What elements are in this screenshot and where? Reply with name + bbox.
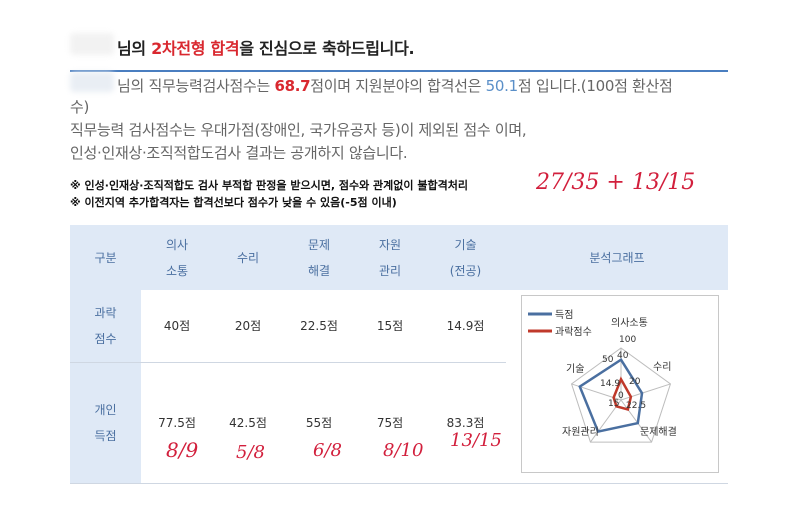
score-summary: 님의 직무능력검사점수는 68.7점이며 지원분야의 합격선은 50.1점 입니… xyxy=(117,75,673,96)
row-label: 개인 득점 xyxy=(70,362,141,484)
summary-text: 님의 직무능력검사점수는 xyxy=(117,77,275,95)
summary-text: 직무능력 검사점수는 우대가점(장애인, 국가유공자 등)이 제외된 점수 이며… xyxy=(70,121,527,139)
table-header: 의사 소통 xyxy=(141,225,213,290)
table-header: 자원 관리 xyxy=(355,225,425,290)
radar-value-label: 40 xyxy=(617,351,629,361)
radar-grid xyxy=(570,347,672,443)
table-cell: 15점 xyxy=(355,290,425,363)
radar-axis-label: 의사소통 xyxy=(611,317,648,329)
total-score: 68.7 xyxy=(274,77,311,95)
table-cell: 77.5점 xyxy=(141,362,213,484)
table-cell: 83.3점 xyxy=(425,362,506,484)
radar-axis-label: 기술 xyxy=(566,363,584,375)
legend-label: 득점 xyxy=(555,309,573,321)
table-cell: 75점 xyxy=(355,362,425,484)
note-item: ※ 인성·인재상·조직적합도 검사 부적합 판정을 받으시면, 점수와 관계없이… xyxy=(70,179,468,192)
table-cell: 20점 xyxy=(213,290,283,363)
radar-axis-label: 문제해결 xyxy=(640,425,677,438)
summary-text: 인성·인재상·조직적합도검사 결과는 공개하지 않습니다. xyxy=(70,144,408,162)
radar-value-label: 20 xyxy=(629,377,641,387)
radar-value-label: 0 xyxy=(618,391,624,401)
summary-text: 점 입니다.(100점 환산점 xyxy=(517,77,673,95)
legend-label: 과락점수 xyxy=(555,326,592,338)
table-header: 문제 해결 xyxy=(283,225,355,290)
table-cell: 40점 xyxy=(141,290,213,363)
cutoff-score: 50.1 xyxy=(485,77,519,95)
headline-highlight: 2차전형 합격 xyxy=(151,39,240,58)
handwritten-annotation: 27/35 + 13/15 xyxy=(536,170,696,195)
table-cell: 14.9점 xyxy=(425,290,506,363)
table-header: 기술 (전공) xyxy=(425,225,506,290)
headline-suffix: 을 진심으로 축하드립니다. xyxy=(239,39,415,58)
notes: ※ 인성·인재상·조직적합도 검사 부적합 판정을 받으시면, 점수와 관계없이… xyxy=(70,177,468,211)
redacted-name xyxy=(70,33,114,55)
radar-series-득점 xyxy=(578,357,644,433)
radar-value-label: 50 xyxy=(602,355,614,365)
congratulation-headline: 님의 2차전형 합격을 진심으로 축하드립니다. xyxy=(117,35,415,59)
redacted-name xyxy=(70,72,114,92)
handwritten-annotation: 5/8 xyxy=(236,442,265,463)
handwritten-annotation: 13/15 xyxy=(450,430,502,451)
radar-value-label: 14.9 xyxy=(600,379,620,389)
table-cell: 55점 xyxy=(283,362,355,484)
radar-axis-label: 자원관리 xyxy=(562,426,599,438)
radar-value-label: 15 xyxy=(608,399,619,409)
table-header: 수리 xyxy=(213,225,283,290)
summary-text: 수) xyxy=(70,98,90,116)
handwritten-annotation: 6/8 xyxy=(313,440,342,461)
headline-prefix: 님의 xyxy=(117,39,152,58)
row-label: 과락 점수 xyxy=(70,290,141,363)
table-header: 구분 xyxy=(70,225,141,290)
handwritten-annotation: 8/10 xyxy=(383,440,424,461)
table-header: 분석그래프 xyxy=(506,225,728,290)
radar-value-label: 100 xyxy=(619,335,636,345)
radar-series-과락점수 xyxy=(612,376,633,412)
radar-value-label: 22.5 xyxy=(626,401,646,411)
summary-text: 점이며 지원분야의 합격선은 xyxy=(310,77,486,95)
handwritten-annotation: 8/9 xyxy=(166,438,199,462)
radar-spoke xyxy=(620,399,652,443)
table-cell: 42.5점 xyxy=(213,362,283,484)
section-divider xyxy=(70,70,728,72)
table-row: 개인 득점 77.5점 42.5점 55점 75점 83.3점 xyxy=(70,362,728,484)
table-header-row: 구분 의사 소통 수리 문제 해결 자원 관리 기술 (전공) 분석그래프 xyxy=(70,225,728,290)
table-cell: 22.5점 xyxy=(283,290,355,363)
radar-spoke xyxy=(620,383,671,401)
radar-axis-label: 수리 xyxy=(653,361,671,373)
note-item: ※ 이전지역 추가합격자는 합격선보다 점수가 낮을 수 있음(-5점 이내) xyxy=(70,196,397,209)
